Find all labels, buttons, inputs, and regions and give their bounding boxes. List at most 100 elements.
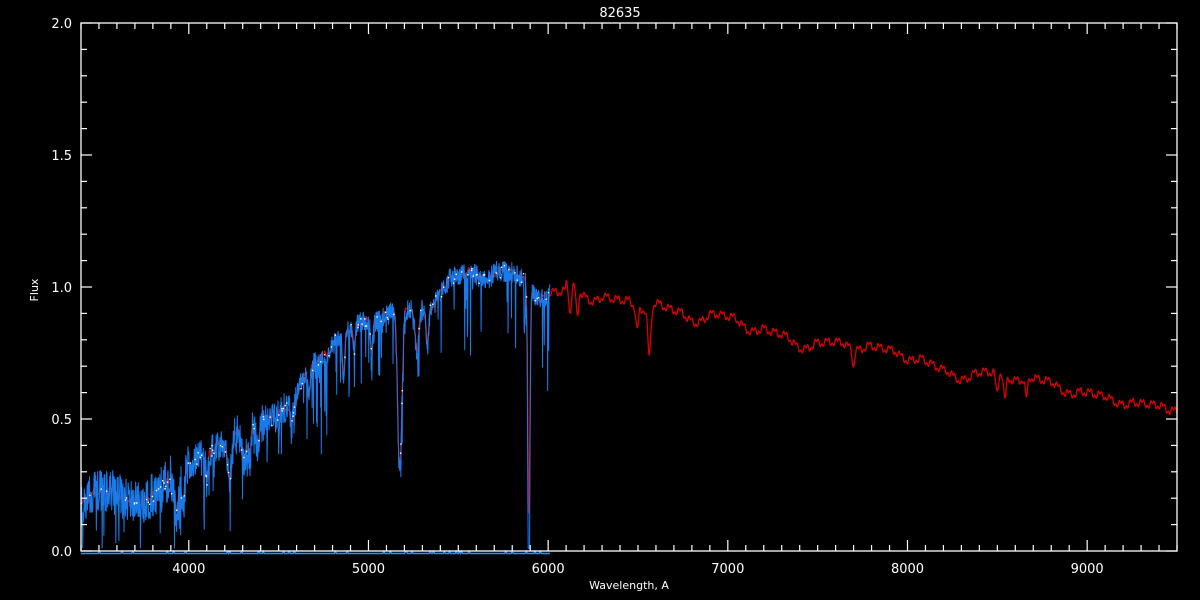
continuum-point (386, 316, 389, 319)
continuum-point (180, 497, 183, 499)
continuum-point (472, 275, 475, 277)
continuum-point (170, 492, 173, 495)
y-tick-label: 0.5 (51, 413, 72, 428)
continuum-point (357, 326, 359, 329)
continuum-point (534, 299, 537, 302)
continuum-point (291, 420, 293, 422)
y-tick-label: 2.0 (51, 17, 72, 32)
continuum-point (440, 296, 443, 298)
continuum-point (205, 475, 208, 478)
continuum-point (447, 276, 450, 279)
continuum-point (155, 489, 158, 492)
continuum-point (359, 318, 362, 320)
continuum-point (175, 509, 178, 511)
continuum-point (453, 278, 456, 280)
continuum-point (350, 324, 352, 326)
continuum-point (151, 495, 154, 498)
continuum-point (258, 439, 260, 442)
continuum-point (224, 451, 227, 453)
continuum-point (229, 477, 232, 480)
continuum-point (311, 369, 314, 372)
continuum-point (189, 462, 192, 464)
continuum-point (253, 427, 255, 430)
continuum-point (164, 488, 166, 490)
continuum-point (292, 412, 295, 414)
continuum-point (211, 455, 213, 457)
continuum-point (89, 494, 91, 497)
axes-layer (80, 22, 1178, 552)
x-axis-label: Wavelength, A (589, 579, 669, 592)
continuum-point (194, 458, 196, 461)
continuum-point (365, 325, 368, 327)
continuum-point (157, 488, 160, 490)
continuum-point (124, 499, 127, 501)
continuum-point (364, 325, 367, 327)
continuum-point (293, 406, 296, 408)
y-axis-label: Flux (28, 278, 41, 301)
continuum-point (226, 464, 229, 466)
continuum-point (165, 485, 167, 488)
continuum-point (200, 454, 203, 457)
continuum-point (240, 449, 243, 451)
continuum-point (161, 480, 164, 482)
continuum-point (334, 334, 337, 336)
continuum-point (183, 495, 185, 497)
continuum-point (357, 324, 359, 326)
x-tick-label: 6000 (532, 562, 565, 577)
continuum-point (196, 463, 198, 465)
continuum-point (435, 295, 437, 297)
x-tick-label: 7000 (711, 562, 744, 577)
continuum-point (455, 273, 457, 276)
continuum-point (488, 279, 491, 282)
continuum-point (495, 272, 497, 274)
continuum-point (364, 318, 366, 320)
continuum-point (320, 361, 322, 363)
continuum-point (384, 311, 387, 314)
continuum-point (409, 309, 411, 312)
continuum-point (269, 416, 271, 418)
continuum-point (301, 382, 304, 385)
continuum-point (467, 274, 469, 276)
continuum-point (536, 297, 538, 300)
continuum-point (187, 462, 189, 464)
data-layer (80, 261, 1178, 556)
page-title: 82635 (599, 6, 640, 21)
continuum-point (514, 272, 516, 274)
continuum-point (376, 316, 378, 318)
continuum-point (432, 303, 434, 305)
continuum-point (197, 452, 199, 454)
continuum-point (145, 498, 148, 501)
continuum-point (206, 484, 208, 486)
observed-spectrum-line (80, 261, 551, 549)
continuum-point (263, 418, 265, 421)
continuum-point (499, 277, 502, 279)
continuum-point (149, 503, 151, 505)
continuum-point (284, 404, 286, 407)
continuum-point (300, 388, 302, 390)
continuum-point (227, 471, 230, 474)
continuum-point (500, 266, 503, 268)
continuum-point (281, 408, 283, 410)
y-tick-label: 1.5 (51, 149, 72, 164)
continuum-point (330, 346, 333, 348)
continuum-point (545, 298, 547, 301)
continuum-point (282, 407, 285, 410)
continuum-point (420, 309, 422, 311)
continuum-point (520, 281, 523, 284)
continuum-point (205, 474, 207, 477)
continuum-point (317, 364, 320, 366)
continuum-point (353, 353, 356, 355)
continuum-point (401, 390, 404, 392)
continuum-point (442, 286, 445, 288)
continuum-point (478, 282, 480, 285)
continuum-point (399, 452, 402, 454)
error-array-line (81, 549, 550, 556)
continuum-point (537, 296, 540, 299)
continuum-point (219, 444, 222, 447)
continuum-point (243, 456, 245, 459)
y-tick-label: 1.0 (51, 281, 72, 296)
continuum-point (369, 333, 371, 335)
